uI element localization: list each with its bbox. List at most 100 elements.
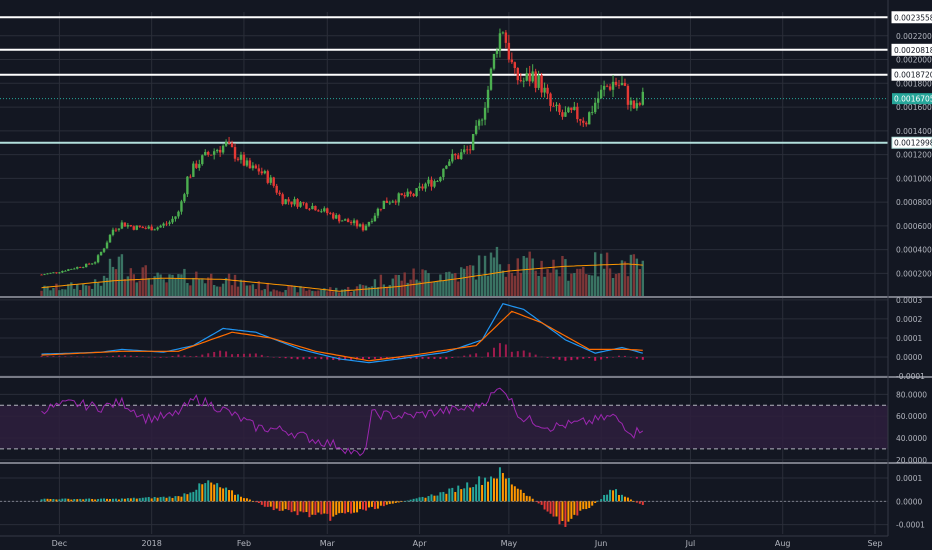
candle-body[interactable] <box>412 193 415 197</box>
candle-body[interactable] <box>564 112 567 117</box>
candle-body[interactable] <box>546 87 549 94</box>
candle-body[interactable] <box>287 199 290 202</box>
candle-body[interactable] <box>272 177 275 186</box>
candle-body[interactable] <box>171 218 174 223</box>
candle-body[interactable] <box>278 192 281 195</box>
candle-body[interactable] <box>424 183 427 189</box>
candle-body[interactable] <box>260 171 264 174</box>
candle-body[interactable] <box>311 205 314 210</box>
candle-body[interactable] <box>340 220 344 222</box>
candle-body[interactable] <box>635 103 639 109</box>
candle-body[interactable] <box>40 274 43 276</box>
candle-body[interactable] <box>385 200 389 203</box>
candle-body[interactable] <box>611 81 615 90</box>
candle-body[interactable] <box>70 269 73 270</box>
time-axis-label[interactable]: May <box>501 539 518 548</box>
candle-body[interactable] <box>421 186 424 189</box>
candle-body[interactable] <box>531 71 534 82</box>
candle-body[interactable] <box>305 203 308 209</box>
candle-body[interactable] <box>457 155 460 159</box>
momentum-tick-label[interactable]: -0.0001 <box>896 521 925 530</box>
candle-body[interactable] <box>76 266 79 269</box>
candle-body[interactable] <box>528 73 531 82</box>
candle-body[interactable] <box>394 201 397 203</box>
candle-body[interactable] <box>373 215 377 222</box>
macd-tick-label[interactable]: 0.0001 <box>896 334 922 343</box>
candle-body[interactable] <box>93 262 97 264</box>
candle-body[interactable] <box>352 220 356 224</box>
candle-body[interactable] <box>332 213 335 219</box>
candle-body[interactable] <box>192 163 195 177</box>
candle-body[interactable] <box>323 208 326 212</box>
candle-body[interactable] <box>183 194 186 202</box>
candle-body[interactable] <box>138 225 141 227</box>
candle-body[interactable] <box>451 153 454 162</box>
candle-body[interactable] <box>82 267 85 268</box>
candle-body[interactable] <box>198 164 201 168</box>
candle-body[interactable] <box>588 112 591 125</box>
candle-body[interactable] <box>52 272 55 274</box>
candle-body[interactable] <box>153 229 156 231</box>
candle-body[interactable] <box>293 199 296 205</box>
macd-tick-label[interactable]: 0.0002 <box>896 315 922 324</box>
candle-body[interactable] <box>576 106 579 120</box>
candle-body[interactable] <box>329 213 332 214</box>
candle-body[interactable] <box>275 185 278 193</box>
candle-body[interactable] <box>132 226 136 230</box>
candle-body[interactable] <box>61 271 64 273</box>
candle-body[interactable] <box>212 151 216 155</box>
candle-body[interactable] <box>79 266 82 268</box>
candle-body[interactable] <box>248 160 252 169</box>
candle-body[interactable] <box>204 151 207 156</box>
candle-body[interactable] <box>460 152 463 159</box>
candle-body[interactable] <box>540 75 543 93</box>
rsi-tick-label[interactable]: 20.0000 <box>896 456 927 465</box>
candle-body[interactable] <box>474 125 478 134</box>
candle-body[interactable] <box>617 84 621 86</box>
last-price-tag[interactable] <box>892 93 932 105</box>
level-price-tag[interactable] <box>891 136 932 149</box>
candle-body[interactable] <box>454 153 457 156</box>
rsi-tick-label[interactable]: 80.0000 <box>896 390 927 399</box>
candle-body[interactable] <box>302 202 305 204</box>
candle-body[interactable] <box>641 91 645 105</box>
candle-body[interactable] <box>117 228 121 230</box>
candle-body[interactable] <box>129 225 133 227</box>
candle-body[interactable] <box>114 229 118 231</box>
candle-body[interactable] <box>99 251 103 256</box>
candle-body[interactable] <box>519 80 522 82</box>
candle-body[interactable] <box>471 133 475 151</box>
candle-body[interactable] <box>573 106 576 110</box>
candle-body[interactable] <box>570 107 573 110</box>
time-axis-label[interactable]: Mar <box>320 539 336 548</box>
candle-body[interactable] <box>49 272 52 274</box>
candle-body[interactable] <box>483 107 487 120</box>
candle-body[interactable] <box>108 234 112 243</box>
candle-body[interactable] <box>269 177 272 183</box>
candle-body[interactable] <box>605 85 609 87</box>
candle-body[interactable] <box>522 80 525 82</box>
candle-body[interactable] <box>320 211 323 213</box>
candle-body[interactable] <box>599 89 603 99</box>
rsi-tick-label[interactable]: 60.0000 <box>896 412 927 421</box>
candle-body[interactable] <box>585 122 588 125</box>
candle-body[interactable] <box>516 68 519 81</box>
candle-body[interactable] <box>174 216 177 219</box>
candle-body[interactable] <box>156 227 159 230</box>
candle-body[interactable] <box>43 274 46 276</box>
candle-body[interactable] <box>364 225 368 231</box>
candle-body[interactable] <box>579 119 582 121</box>
candle-body[interactable] <box>349 222 353 224</box>
time-axis-label[interactable]: Jul <box>685 539 696 548</box>
candle-body[interactable] <box>558 104 561 113</box>
candle-body[interactable] <box>495 50 499 54</box>
candle-body[interactable] <box>445 165 448 169</box>
candle-body[interactable] <box>638 103 642 105</box>
candle-body[interactable] <box>335 215 338 219</box>
pane-dividers[interactable] <box>0 0 932 536</box>
candle-body[interactable] <box>84 263 88 268</box>
candle-body[interactable] <box>549 93 552 106</box>
candle-body[interactable] <box>355 220 359 227</box>
